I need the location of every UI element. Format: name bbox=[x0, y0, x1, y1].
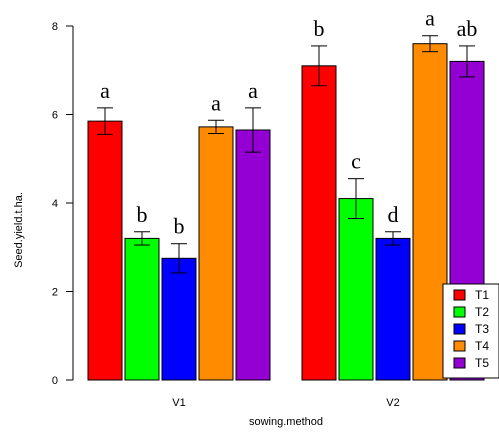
bar-V1-T5 bbox=[235, 129, 271, 381]
significance-label-V2-T5: ab bbox=[457, 16, 478, 41]
legend-swatch-T4 bbox=[453, 340, 466, 352]
significance-label-V2-T4: a bbox=[425, 6, 435, 31]
legend-label-T5: T5 bbox=[475, 356, 489, 370]
significance-label-V1-T4: a bbox=[211, 90, 221, 115]
legend-swatch-T1 bbox=[453, 289, 466, 301]
significance-label-V1-T1: a bbox=[100, 78, 110, 103]
significance-label-V1-T2: b bbox=[137, 202, 148, 227]
y-axis: 0 2 4 6 8 bbox=[52, 21, 74, 387]
bar-V1-T1 bbox=[87, 120, 123, 381]
bar-V2-T1 bbox=[301, 65, 337, 381]
significance-label-V2-T1: b bbox=[314, 16, 325, 41]
y-axis-label: Seed.yield.t.ha. bbox=[13, 192, 25, 268]
legend-swatch-T2 bbox=[453, 306, 466, 318]
legend-box bbox=[442, 283, 499, 379]
significance-label-V1-T3: b bbox=[174, 214, 185, 239]
legend-label-T2: T2 bbox=[475, 305, 489, 319]
bar-V2-T2 bbox=[338, 198, 374, 381]
y-tick-label-1: 2 bbox=[52, 287, 58, 299]
y-tick-label-3: 6 bbox=[52, 110, 58, 122]
bar-V1-T3 bbox=[161, 257, 197, 381]
x-tick-label-V2: V2 bbox=[386, 397, 399, 409]
significance-label-V2-T2: c bbox=[351, 149, 361, 174]
bar-V2-T3 bbox=[375, 237, 411, 381]
legend-swatch-T5 bbox=[453, 357, 466, 369]
legend-swatch-T3 bbox=[453, 323, 466, 335]
bar-V1-T4 bbox=[198, 126, 234, 381]
x-tick-label-V1: V1 bbox=[172, 397, 185, 409]
significance-label-V1-T5: a bbox=[248, 78, 258, 103]
x-axis: V1 V2 bbox=[172, 397, 399, 409]
legend: T1 T2 T3 T4 T5 bbox=[442, 283, 499, 379]
legend-label-T4: T4 bbox=[475, 339, 489, 353]
legend-label-T3: T3 bbox=[475, 322, 489, 336]
legend-label-T1: T1 bbox=[475, 288, 489, 302]
bar-V2-T4 bbox=[412, 43, 448, 381]
y-tick-label-2: 4 bbox=[52, 198, 58, 210]
x-axis-label: sowing.method bbox=[249, 416, 323, 428]
bar-V1-T2 bbox=[124, 237, 160, 381]
significance-label-V2-T3: d bbox=[388, 202, 399, 227]
y-tick-label-0: 0 bbox=[52, 375, 58, 387]
y-tick-label-4: 8 bbox=[52, 21, 58, 33]
